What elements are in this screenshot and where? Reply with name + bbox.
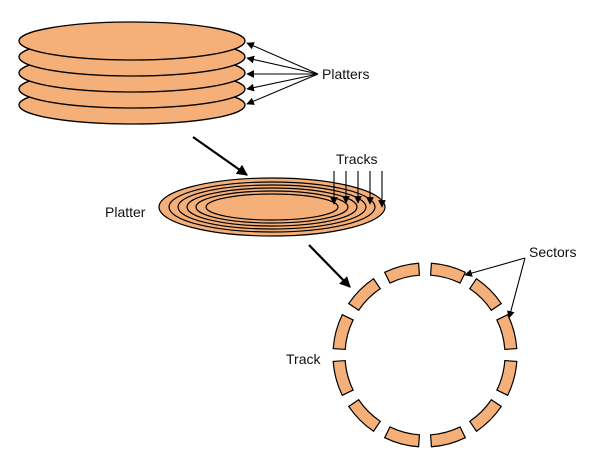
track-ring-6 [205,193,339,221]
sectored-track [332,262,518,448]
track-label: Track [286,351,321,367]
sector-9 [332,359,354,397]
sector-1 [429,262,467,284]
sector-10 [332,313,354,351]
platter-arrow-4 [246,73,319,92]
platter-disk-1 [18,21,246,61]
sector-4 [496,359,518,397]
single-platter [158,177,386,237]
sector-2 [468,277,503,312]
platters-pointer-arrows [246,42,319,105]
sector-6 [429,426,467,448]
platter-arrow-2 [246,55,319,75]
platter-to-track-arrow [308,244,351,288]
platters-label: Platters [322,66,369,82]
sector-5 [468,398,503,433]
stack-to-platter-arrow [192,136,248,176]
platter-arrow-5 [246,73,319,105]
tracks-label: Tracks [336,151,377,167]
sector-12 [383,262,421,284]
sectors-label: Sectors [529,244,576,260]
sector-8 [347,398,382,433]
platter-stack [18,21,246,125]
sector-3 [496,313,518,351]
sector-7 [383,426,421,448]
sector-arrow-2 [507,257,526,319]
platter-arrow-1 [246,42,319,75]
sectors-pointer-arrows [464,257,526,319]
platter-label: Platter [105,204,146,220]
sector-11 [347,277,382,312]
tracks-pointer-arrows [330,171,386,208]
sector-arrow-1 [464,257,526,277]
